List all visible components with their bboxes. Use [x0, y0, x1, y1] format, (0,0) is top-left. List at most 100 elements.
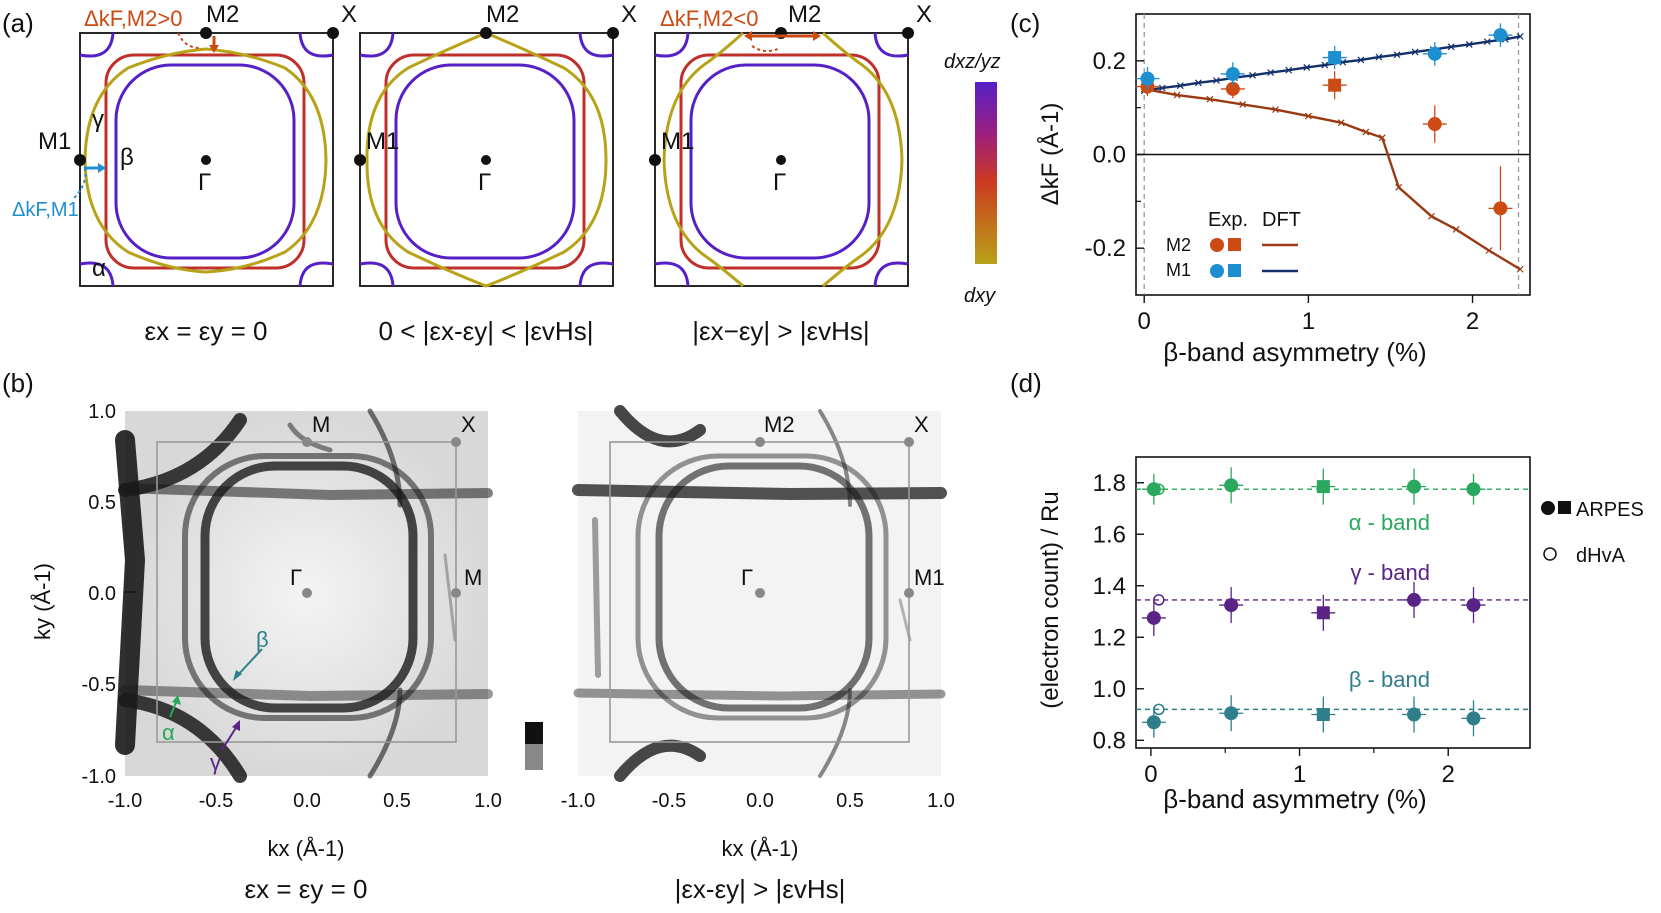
c-xtick-label: 2 — [1466, 308, 1479, 335]
dft-m1-point — [1303, 63, 1311, 71]
dft-m2-point — [1304, 112, 1312, 120]
x-label-a3: X — [916, 1, 932, 28]
exp-m2-point — [1427, 117, 1442, 132]
c-xtick-label: 0 — [1138, 308, 1151, 335]
c-xlabel: β-band asymmetry (%) — [1163, 337, 1426, 367]
right-m2: M2 — [764, 412, 795, 437]
delta-m2-pos-label: ΔkF,M2>0 — [84, 6, 182, 31]
dft-m1-point — [1483, 38, 1491, 46]
d-dhva-point — [1153, 703, 1165, 716]
m1-label-a3: M1 — [661, 128, 694, 155]
right-x: X — [914, 412, 929, 437]
d-alpha-band-label: α - band — [1349, 510, 1430, 535]
d-alpha-square — [1316, 480, 1330, 494]
left-yaxis-tick-2: 0.5 — [88, 492, 116, 514]
right-xaxis-tick-5: 1.0 — [927, 790, 955, 812]
d-beta-square — [1316, 708, 1330, 722]
left-beta-label: β — [256, 627, 269, 652]
dft-m1-point — [1158, 84, 1166, 92]
c-legend-m2: M2 — [1166, 235, 1191, 255]
d-ytick-label: 1.6 — [1093, 521, 1126, 548]
right-map-xlabel: kx (Å-1) — [722, 836, 799, 861]
dft-m2-point — [1362, 128, 1370, 136]
dft-m1-point — [1285, 66, 1293, 74]
dft-m2-point — [1173, 91, 1181, 99]
dft-m1-point — [1176, 82, 1184, 90]
left-map-ylabel: ky (Å-1) — [30, 563, 55, 640]
colorbar-bottom-label: dxy — [964, 285, 996, 307]
d-ytick-label: 1.8 — [1093, 470, 1126, 497]
dft-m1-point — [1213, 77, 1220, 84]
dft-m2-point — [1485, 247, 1493, 254]
d-xtick-label: 1 — [1293, 761, 1306, 788]
dft-m1-point — [1357, 56, 1365, 64]
left-xaxis-tick-5: 1.0 — [474, 790, 502, 812]
d-dhva-point — [1153, 594, 1165, 606]
panel-c-label: (c) — [1010, 8, 1040, 38]
exp-m2-square — [1328, 78, 1342, 92]
d-gamma-band-label: γ - band — [1351, 560, 1431, 585]
c-ytick-label: 0.0 — [1093, 142, 1126, 169]
x-label-a1: X — [341, 1, 357, 28]
c-legend-dft: DFT — [1262, 209, 1301, 231]
left-m-right: M — [464, 565, 482, 590]
dft-m2-point — [1452, 226, 1460, 233]
left-xaxis-tick-3: 0.0 — [293, 790, 321, 812]
colorbar-top-label: dxz/yz — [944, 51, 1001, 73]
schematic-2 — [354, 27, 619, 288]
c-xtick-label: 1 — [1302, 308, 1315, 335]
exp-m1-point — [1225, 66, 1240, 81]
d-ytick-label: 1.4 — [1093, 573, 1126, 600]
dft-m1-point — [1393, 51, 1401, 59]
right-xaxis-tick-4: 0.5 — [836, 790, 864, 812]
left-xaxis-tick-1: -1.0 — [108, 790, 142, 812]
d-beta-point — [1466, 711, 1481, 726]
delta-m2-neg-label: ΔkF,M2<0 — [660, 6, 758, 31]
d-xtick-label: 2 — [1442, 761, 1455, 788]
arpes-map-left: M X Γ M β α γ — [115, 408, 493, 783]
delta-m2-pos-leader — [177, 32, 201, 49]
exp-m1-point — [1493, 28, 1508, 43]
dft-m2-point — [1516, 265, 1524, 273]
left-m-top: M — [312, 412, 330, 437]
alpha-band-label-a1: α — [92, 255, 106, 282]
m2-label-a3: M2 — [788, 1, 821, 28]
d-legend-arpes: ARPES — [1576, 499, 1644, 521]
dft-m2-point — [1428, 212, 1435, 220]
right-xaxis-tick-3: 0.0 — [746, 790, 774, 812]
d-beta-point — [1146, 715, 1161, 730]
chart-d: 0.8 1.0 1.2 1.4 1.6 1.8 0 1 2 — [1093, 467, 1530, 788]
dft-m1-point — [1267, 69, 1275, 76]
d-beta-point — [1407, 707, 1422, 722]
c-ytick-label: -0.2 — [1085, 235, 1126, 262]
left-xaxis-tick-4: 0.5 — [383, 790, 411, 812]
d-xlabel: β-band asymmetry (%) — [1163, 784, 1426, 814]
left-map-axes: 1.0 0.5 0.0 -0.5 -1.0 -1.0 -0.5 0.0 0.5 … — [82, 401, 502, 812]
d-alpha-point — [1407, 479, 1422, 494]
dft-m1-point — [1321, 61, 1329, 69]
m2-label-a1: M2 — [206, 1, 239, 28]
dft-m2-point — [1206, 95, 1214, 103]
d-alpha-point — [1224, 478, 1239, 493]
dft-m2-point — [1272, 106, 1279, 113]
d-gamma-square — [1316, 606, 1330, 620]
left-xaxis-tick-2: -0.5 — [199, 790, 233, 812]
gamma-point-a2: Γ — [478, 169, 491, 196]
d-gamma-point — [1407, 592, 1422, 607]
gamma-point-a3: Γ — [773, 169, 786, 196]
dft-m1-point — [1516, 33, 1524, 40]
right-map-axes: -1.0 -0.5 0.0 0.5 1.0 — [561, 790, 955, 812]
panel-c: (c) -0.2 0.0 0.2 0 1 2 ΔkF (Å-1) β-band asymm… — [1010, 8, 1531, 367]
beta-band-label-a1: β — [120, 144, 134, 171]
dft-m1-point — [1194, 79, 1202, 87]
dft-m2-line — [1143, 87, 1521, 271]
left-x: X — [461, 412, 476, 437]
left-gamma: Γ — [290, 565, 302, 590]
dft-m1-point — [1375, 53, 1383, 61]
right-gamma: Γ — [741, 565, 753, 590]
panel-d-label: (d) — [1010, 368, 1042, 398]
chart-c: -0.2 0.0 0.2 0 1 2 — [1085, 14, 1530, 335]
panel-d-frame — [1135, 456, 1531, 749]
d-ytick-label: 1.0 — [1093, 676, 1126, 703]
